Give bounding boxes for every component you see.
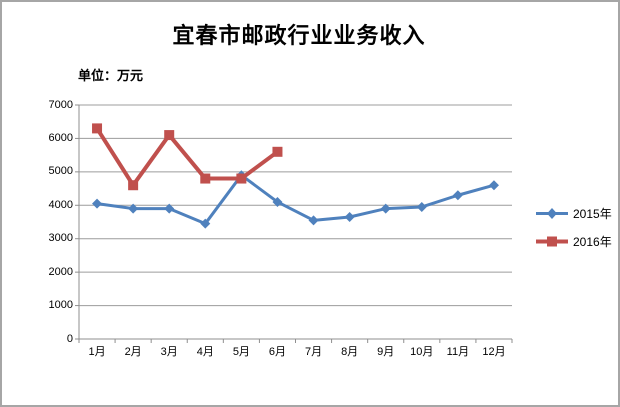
unit-label: 单位：万元	[78, 68, 144, 83]
data-point-diamond	[488, 180, 499, 191]
series-line-2016年	[95, 126, 280, 188]
data-point-diamond	[92, 198, 103, 209]
y-axis-tick-label: 7000	[48, 98, 73, 111]
data-point-diamond	[308, 215, 319, 226]
data-point-diamond	[344, 211, 355, 222]
x-axis-tick-label: 4月	[196, 346, 214, 358]
legend-label: 2015年	[573, 207, 612, 221]
y-axis-tick-label: 0	[66, 332, 73, 345]
x-axis-tick-label: 3月	[160, 346, 178, 358]
x-axis-tick-label: 8月	[341, 346, 359, 358]
data-point-square	[128, 180, 139, 191]
y-axis-tick-label: 2000	[48, 265, 73, 278]
legend-item-2015年: 2015年	[535, 205, 612, 222]
data-point-diamond	[164, 203, 175, 214]
y-axis-tick-label: 3000	[48, 232, 73, 245]
chart-title: 宜春市邮政行业业务收入	[172, 23, 426, 48]
x-axis-tick-label: 6月	[268, 346, 287, 358]
y-axis-tick-label: 5000	[48, 165, 73, 178]
x-axis-tick-label: 10月	[410, 346, 434, 358]
y-axis-tick-label: 1000	[48, 299, 73, 312]
data-point-square	[164, 130, 175, 141]
data-point-diamond	[200, 218, 211, 229]
y-axis-tick-label: 6000	[48, 131, 73, 144]
legend-item-2016年: 2016年	[535, 233, 612, 250]
x-axis-tick-label: 2月	[124, 346, 142, 358]
x-axis-tick-label: 1月	[88, 346, 106, 358]
x-axis-tick-label: 5月	[232, 346, 250, 358]
data-point-square	[200, 173, 211, 184]
y-axis-tick-label: 4000	[48, 198, 73, 211]
x-axis-tick-label: 12月	[482, 346, 506, 358]
data-point-diamond	[128, 203, 139, 214]
data-point-square	[236, 173, 247, 184]
x-axis-tick-label: 7月	[304, 346, 323, 358]
data-point-diamond	[452, 190, 463, 201]
data-point-square	[272, 146, 283, 157]
legend: 2015年 2016年	[535, 205, 612, 250]
data-point-square	[92, 123, 103, 134]
series-line-2015年	[95, 173, 496, 226]
x-axis-tick-label: 11月	[446, 346, 470, 358]
data-point-diamond	[272, 196, 283, 207]
x-axis-tick-label: 9月	[377, 346, 395, 358]
data-point-diamond	[416, 201, 427, 212]
legend-marker-icon	[536, 236, 568, 247]
legend-label: 2016年	[573, 235, 612, 249]
data-point-diamond	[380, 203, 391, 214]
legend-marker-icon	[536, 208, 568, 219]
